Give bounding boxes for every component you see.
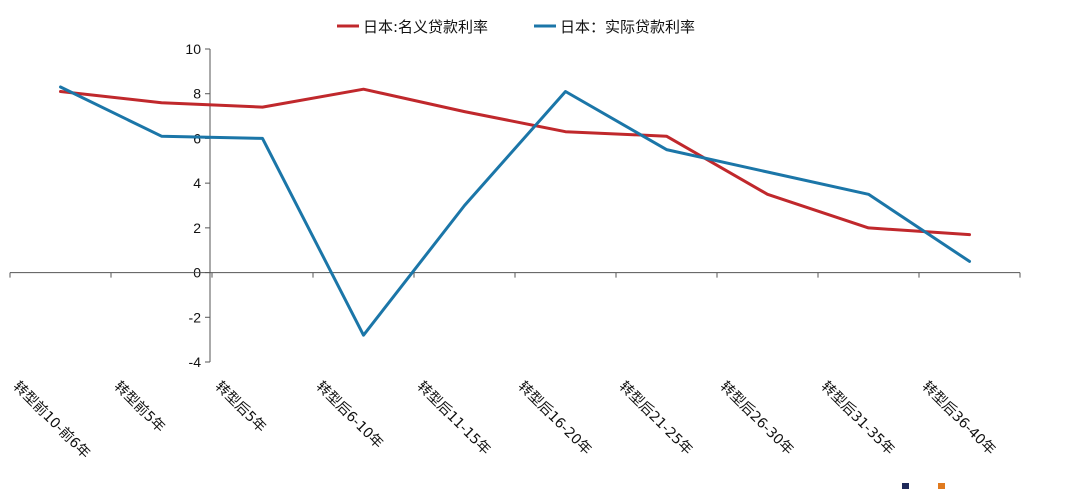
y-tick-label: 2 bbox=[193, 220, 201, 236]
series-layer bbox=[59, 85, 971, 337]
y-tick-label: -2 bbox=[189, 309, 202, 325]
y-tick-label: -4 bbox=[189, 354, 202, 370]
x-tick-label: 转型后21-25年 bbox=[616, 379, 696, 459]
y-tick-label: 8 bbox=[193, 86, 201, 102]
x-tick-labels: 转型前10-前6年 转型前5年 转型后5年 转型后6-10年 转型后11-15年 转型后1… bbox=[10, 378, 999, 462]
x-tick-label: 转型后5年 bbox=[212, 379, 269, 436]
x-tick-label: 转型后31-35年 bbox=[818, 379, 898, 459]
corner-mark-orange bbox=[938, 483, 945, 489]
x-tick-label: 转型后16-20年 bbox=[515, 379, 595, 459]
legend: 日本:名义贷款利率 日本：实际贷款利率 bbox=[337, 18, 695, 36]
series-line-nominal-rate bbox=[59, 87, 971, 237]
x-tick-label: 转型后36-40年 bbox=[919, 379, 999, 459]
x-tick-label: 转型前10-前6年 bbox=[10, 378, 94, 462]
y-tick-label: 4 bbox=[193, 175, 201, 191]
legend-label: 日本：实际贷款利率 bbox=[560, 18, 695, 36]
x-tick-label: 转型后11-15年 bbox=[414, 379, 494, 459]
corner-marks bbox=[902, 483, 945, 489]
y-tick-label: 10 bbox=[185, 41, 201, 57]
corner-mark-navy bbox=[902, 483, 909, 489]
x-tick-label: 转型前5年 bbox=[111, 378, 169, 436]
x-tick-label: 转型后26-30年 bbox=[717, 379, 797, 459]
legend-label: 日本:名义贷款利率 bbox=[363, 18, 488, 36]
series-line-real-rate bbox=[59, 85, 971, 337]
x-tick-label: 转型后6-10年 bbox=[313, 379, 386, 452]
